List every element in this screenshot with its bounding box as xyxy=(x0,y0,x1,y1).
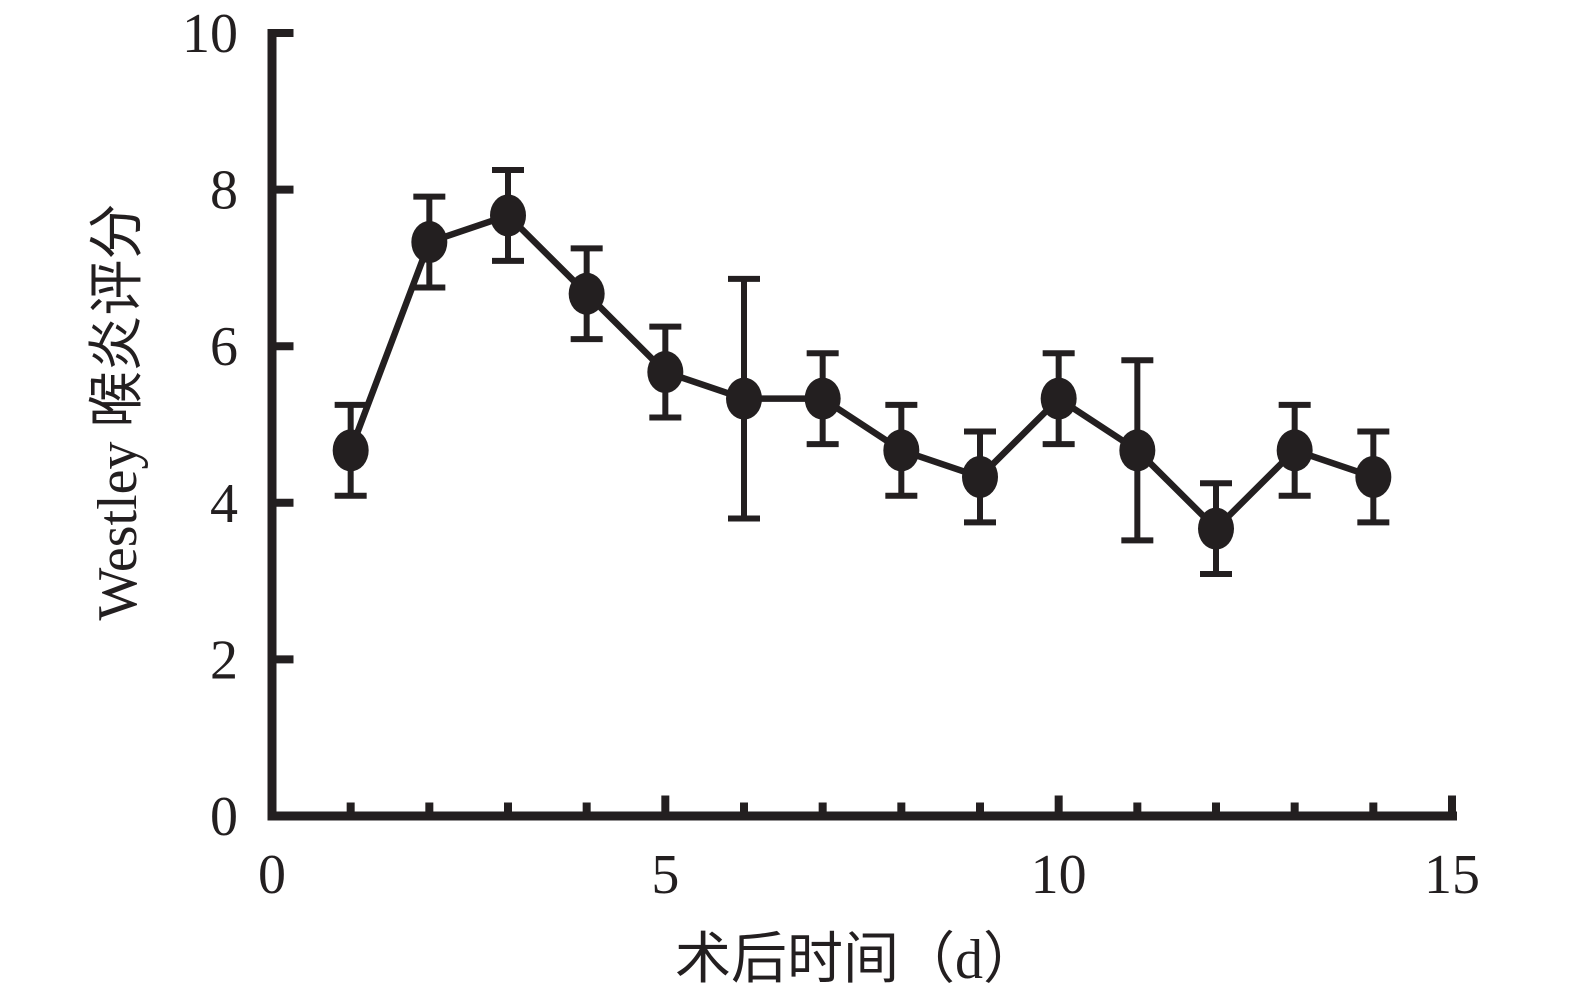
data-point-marker xyxy=(1355,455,1392,498)
y-axis-title: Westley 喉炎评分 xyxy=(87,204,149,621)
data-point-marker xyxy=(1119,429,1156,472)
y-tick-label: 6 xyxy=(210,316,238,378)
x-tick-label: 5 xyxy=(651,844,679,906)
x-axis-title: 术后时间（d） xyxy=(675,929,1039,991)
data-point-marker xyxy=(804,377,841,420)
data-point-marker xyxy=(568,272,605,315)
y-tick-label: 8 xyxy=(210,160,238,222)
data-point-marker xyxy=(332,429,369,472)
x-tick-label: 10 xyxy=(1031,844,1087,906)
data-point-marker xyxy=(1198,507,1234,550)
y-tick-label: 10 xyxy=(182,3,238,65)
y-tick-label: 2 xyxy=(210,629,238,691)
data-point-marker xyxy=(490,194,526,237)
data-point-marker xyxy=(411,221,448,264)
y-tick-label: 0 xyxy=(210,786,238,848)
x-tick-label: 0 xyxy=(258,844,286,906)
x-tick-label: 15 xyxy=(1424,844,1480,906)
data-point-marker xyxy=(883,429,920,472)
data-point-marker xyxy=(1040,377,1077,420)
data-point-marker xyxy=(962,455,998,498)
data-point-marker xyxy=(726,377,762,420)
y-tick-label: 4 xyxy=(210,473,238,535)
data-point-marker xyxy=(1276,429,1313,472)
data-point-marker xyxy=(647,351,684,394)
